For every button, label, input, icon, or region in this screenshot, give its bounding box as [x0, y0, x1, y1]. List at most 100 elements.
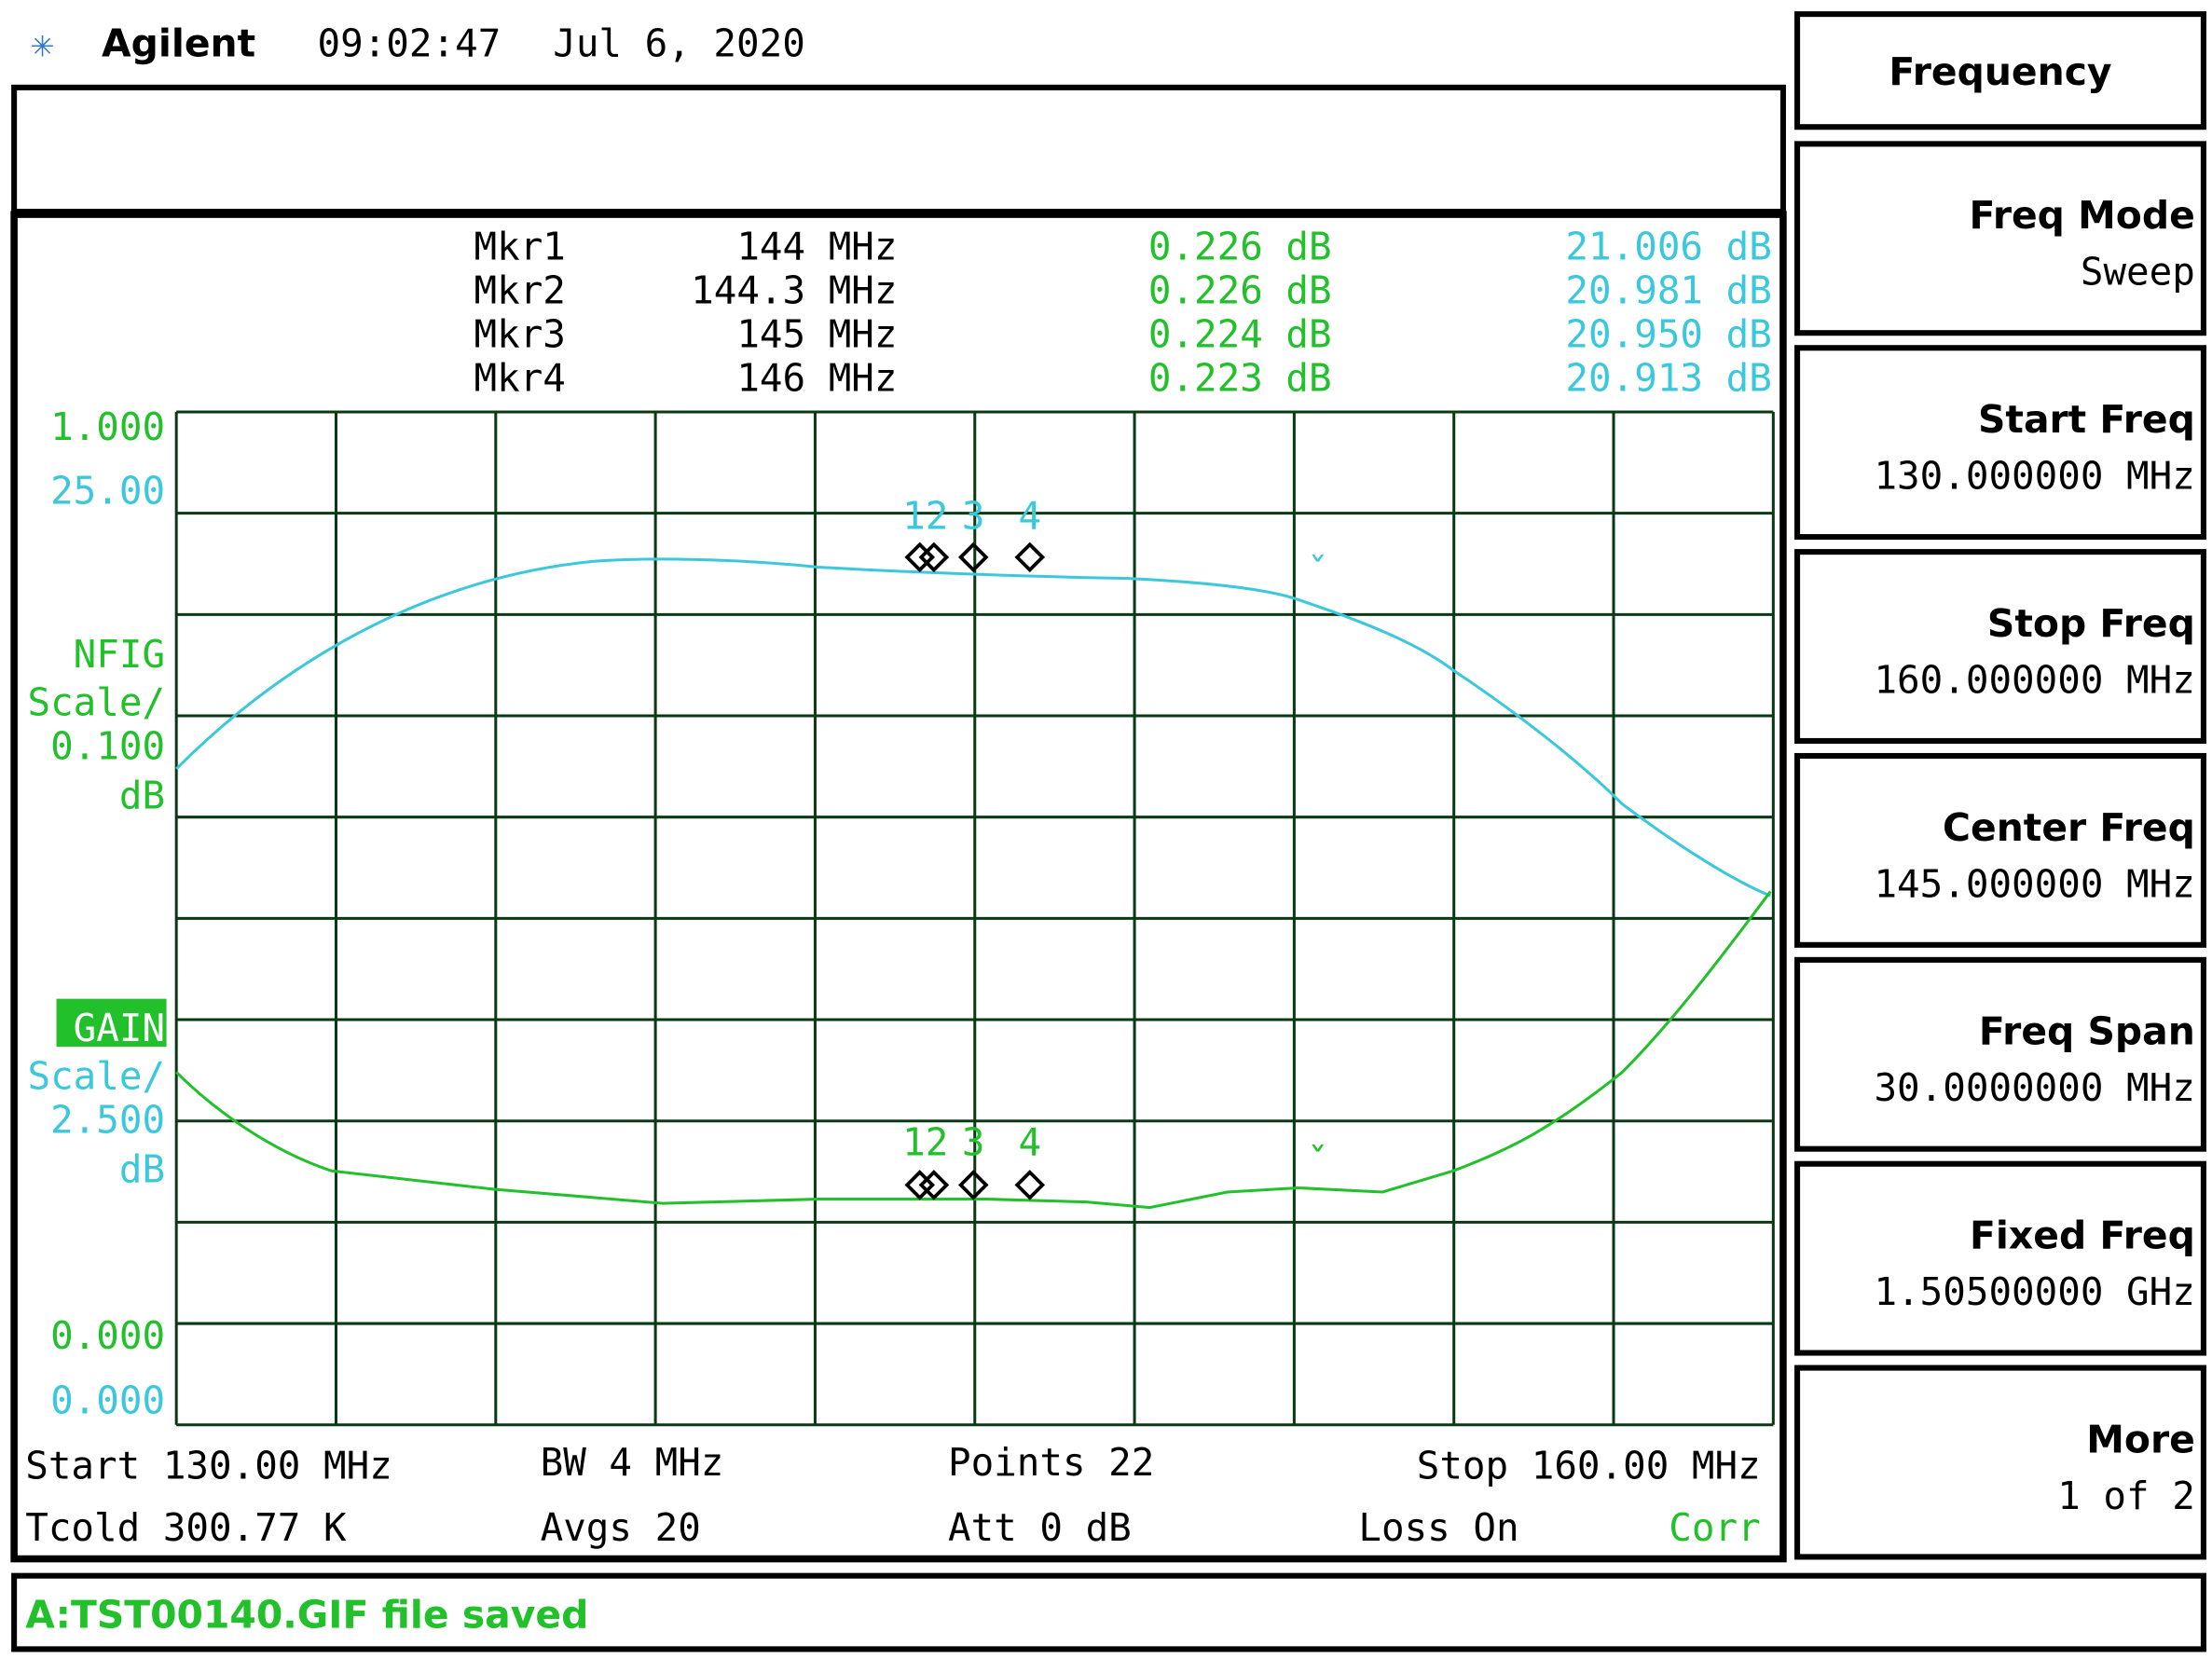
- marker-gain: 21.006 dB: [1565, 225, 1771, 269]
- header: ✳ Agilent 09:02:47 Jul 6, 2020: [31, 21, 805, 66]
- marker-freq: 145 MHz: [736, 311, 897, 356]
- nfig-top: 1.000: [50, 404, 165, 449]
- softkey-box[interactable]: [1794, 956, 2206, 1152]
- grid: [174, 410, 1775, 1427]
- start: Start 130.00 MHz: [25, 1443, 392, 1488]
- softkey-label[interactable]: Freq Mode: [1970, 193, 2195, 238]
- softkey-label[interactable]: Center Freq: [1943, 805, 2195, 850]
- softkey-value[interactable]: 160.000000 MHz: [1874, 657, 2194, 702]
- softkey-menu: Frequency Freq Mode Sweep Start Freq 130.00…: [1794, 11, 2206, 1560]
- corr: Corr: [1669, 1505, 1760, 1550]
- trace-marker-label: 4: [1018, 494, 1041, 539]
- trace-marker: [957, 542, 989, 573]
- softkey-label[interactable]: Fixed Freq: [1970, 1213, 2195, 1258]
- trace-marker-label: 3: [962, 1120, 985, 1165]
- softkey-box[interactable]: [1794, 141, 2206, 336]
- brand: Agilent: [102, 21, 255, 66]
- limit-caret: ˇ: [1306, 1140, 1329, 1185]
- marker-name: Mkr3: [474, 311, 566, 356]
- marker-nfig: 0.224 dB: [1148, 311, 1332, 356]
- nfig-label: NFIG: [74, 632, 165, 677]
- marker-gain: 20.950 dB: [1565, 311, 1771, 356]
- marker-table: Mkr1 144 MHz 0.226 dB 21.006 dB Mkr2 144.3 MH…: [474, 225, 1772, 401]
- marker-gain: 20.981 dB: [1565, 267, 1771, 312]
- marker-freq: 146 MHz: [736, 355, 897, 400]
- softkey[interactable]: Fixed Freq 1.50500000 GHz: [1794, 1160, 2206, 1356]
- softkey-box[interactable]: [1794, 549, 2206, 744]
- marker-freq: 144 MHz: [736, 225, 897, 269]
- trace-marker: [1014, 1170, 1046, 1200]
- softkey-box[interactable]: [1794, 1160, 2206, 1356]
- softkey-label[interactable]: Freq Span: [1979, 1009, 2195, 1054]
- tcold: Tcold 300.77 K: [25, 1505, 347, 1550]
- trace-marker: [957, 1170, 989, 1200]
- trace-marker-label: 3: [962, 494, 985, 539]
- trace-marker-label: 12: [902, 1120, 948, 1165]
- limit-caret: ˇ: [1306, 550, 1329, 595]
- nfig-trace: [175, 557, 1771, 898]
- gain-unit: dB: [119, 1146, 165, 1191]
- menu-title: Frequency: [1889, 49, 2111, 94]
- trace-marker: [904, 1170, 936, 1200]
- softkey-value[interactable]: 1 of 2: [2057, 1474, 2195, 1518]
- stop: Stop 160.00 MHz: [1417, 1443, 1761, 1488]
- logo: ✳: [31, 21, 54, 66]
- softkey-label[interactable]: Stop Freq: [1987, 601, 2195, 646]
- nfig-unit: dB: [119, 773, 165, 817]
- title-box: [11, 84, 1786, 215]
- softkey-label[interactable]: More: [2086, 1417, 2195, 1461]
- softkey[interactable]: Start Freq 130.000000 MHz: [1794, 345, 2206, 541]
- gain-highlight: [56, 998, 167, 1048]
- time: 09:02:47: [318, 21, 501, 66]
- gain-trace: [175, 890, 1772, 1210]
- gain-label: GAIN: [74, 1006, 165, 1050]
- trace-markers: 12 3 412 3 4: [902, 494, 1046, 1200]
- softkey-label[interactable]: Start Freq: [1978, 397, 2195, 442]
- gain-top: 25.00: [50, 468, 165, 513]
- softkey[interactable]: Stop Freq 160.000000 MHz: [1794, 549, 2206, 744]
- date: Jul 6, 2020: [553, 21, 805, 66]
- message-box: [11, 1572, 2206, 1652]
- message: A:TST00140.GIF file saved: [25, 1593, 588, 1638]
- trace-marker: [918, 542, 950, 573]
- status-bar: Start 130.00 MHz BW 4 MHz Points 22 Stop…: [25, 1440, 1760, 1550]
- softkey-value[interactable]: 130.000000 MHz: [1874, 454, 2194, 499]
- trace-marker: [918, 1170, 950, 1200]
- trace-marker: [1014, 542, 1046, 573]
- marker-nfig: 0.226 dB: [1148, 225, 1332, 269]
- softkey-value[interactable]: 1.50500000 GHz: [1874, 1269, 2194, 1314]
- marker-nfig: 0.226 dB: [1148, 267, 1332, 312]
- marker-name: Mkr4: [474, 355, 566, 400]
- marker-gain: 20.913 dB: [1565, 355, 1771, 400]
- gain-scale: Scale/: [27, 1054, 165, 1099]
- menu-title-box: [1794, 11, 2206, 130]
- nfig-scale-value: 0.100: [50, 723, 165, 768]
- avgs: Avgs 20: [541, 1505, 701, 1550]
- softkey-box[interactable]: [1794, 345, 2206, 541]
- softkey-value[interactable]: 30.0000000 MHz: [1874, 1065, 2194, 1110]
- bw: BW 4 MHz: [541, 1440, 724, 1485]
- gain-bottom: 0.000: [50, 1378, 165, 1423]
- softkey-box[interactable]: [1794, 1364, 2206, 1560]
- softkey[interactable]: Freq Span 30.0000000 MHz: [1794, 956, 2206, 1152]
- marker-nfig: 0.223 dB: [1148, 355, 1332, 400]
- softkey-value[interactable]: Sweep: [2081, 250, 2195, 295]
- gain-scale-value: 2.500: [50, 1097, 165, 1142]
- marker-name: Mkr1: [474, 225, 566, 269]
- softkey[interactable]: More 1 of 2: [1794, 1364, 2206, 1560]
- softkey-box[interactable]: [1794, 752, 2206, 948]
- trace-marker: [904, 542, 936, 573]
- trace-marker-label: 12: [902, 494, 948, 539]
- trace-marker-label: 4: [1018, 1120, 1041, 1165]
- softkey[interactable]: Freq Mode Sweep: [1794, 141, 2206, 336]
- marker-freq: 144.3 MHz: [691, 267, 897, 312]
- display-box: [10, 211, 1787, 1563]
- nfig-bottom: 0.000: [50, 1313, 165, 1358]
- marker-name: Mkr2: [474, 267, 566, 312]
- att: Att 0 dB: [948, 1505, 1132, 1550]
- softkey[interactable]: Center Freq 145.000000 MHz: [1794, 752, 2206, 948]
- softkey-value[interactable]: 145.000000 MHz: [1874, 861, 2194, 906]
